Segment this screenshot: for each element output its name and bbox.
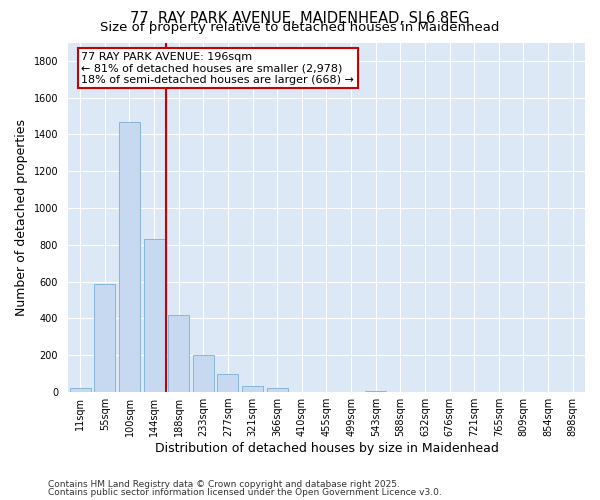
Text: 77, RAY PARK AVENUE, MAIDENHEAD, SL6 8EG: 77, RAY PARK AVENUE, MAIDENHEAD, SL6 8EG: [130, 11, 470, 26]
X-axis label: Distribution of detached houses by size in Maidenhead: Distribution of detached houses by size …: [155, 442, 499, 455]
Bar: [168, 315, 189, 392]
Bar: [70, 388, 91, 392]
Bar: [119, 122, 140, 392]
Bar: [242, 386, 263, 392]
Text: Size of property relative to detached houses in Maidenhead: Size of property relative to detached ho…: [100, 22, 500, 35]
Bar: [267, 388, 287, 392]
Bar: [94, 284, 115, 392]
Text: Contains public sector information licensed under the Open Government Licence v3: Contains public sector information licen…: [48, 488, 442, 497]
Bar: [365, 390, 386, 392]
Text: 77 RAY PARK AVENUE: 196sqm
← 81% of detached houses are smaller (2,978)
18% of s: 77 RAY PARK AVENUE: 196sqm ← 81% of deta…: [82, 52, 355, 85]
Bar: [193, 356, 214, 392]
Bar: [217, 374, 238, 392]
Y-axis label: Number of detached properties: Number of detached properties: [15, 119, 28, 316]
Text: Contains HM Land Registry data © Crown copyright and database right 2025.: Contains HM Land Registry data © Crown c…: [48, 480, 400, 489]
Bar: [143, 240, 164, 392]
